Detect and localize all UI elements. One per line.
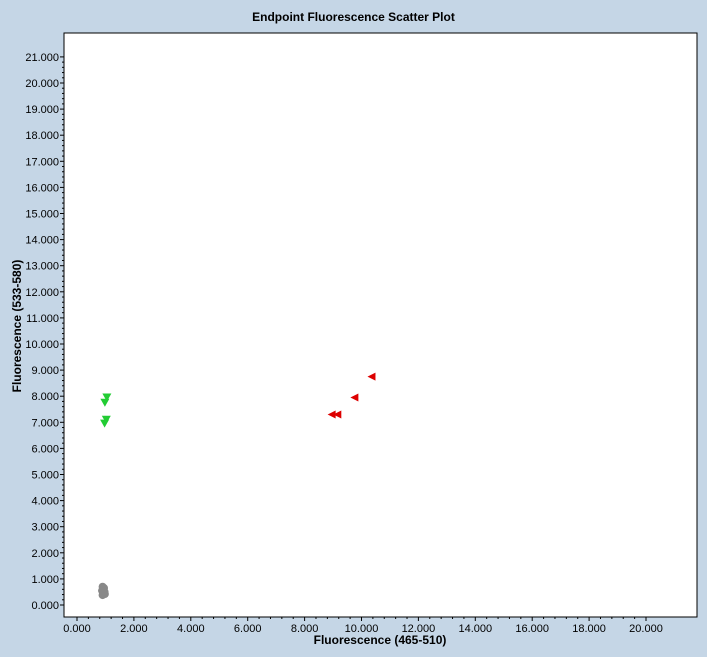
x-tick-label: 6.000 — [234, 623, 262, 635]
y-tick-label: 16.000 — [25, 182, 59, 194]
y-tick-label: 3.000 — [31, 522, 59, 534]
x-tick-label: 4.000 — [177, 623, 205, 635]
plot-area — [63, 32, 698, 618]
x-tick-label: 0.000 — [63, 623, 91, 635]
y-tick-label: 14.000 — [25, 235, 59, 247]
y-tick-label: 20.000 — [25, 78, 59, 90]
y-tick-label: 7.000 — [31, 417, 59, 429]
y-tick-label: 10.000 — [25, 339, 59, 351]
y-tick-label: 21.000 — [25, 52, 59, 64]
y-tick-label: 4.000 — [31, 496, 59, 508]
data-point-green — [102, 393, 112, 402]
y-tick-label: 6.000 — [31, 443, 59, 455]
x-tick-label: 10.000 — [345, 623, 379, 635]
y-axis: 0.000 1.000 2.000 3.000 4.000 5.000 6.000 7.000… — [25, 52, 64, 612]
x-tick-label: 2.000 — [120, 623, 148, 635]
y-tick-label: 17.000 — [25, 156, 59, 168]
x-tick-label: 18.000 — [572, 623, 606, 635]
data-point-red — [327, 410, 336, 419]
y-tick-label: 18.000 — [25, 130, 59, 142]
data-points — [98, 372, 376, 600]
data-point-green — [100, 398, 110, 407]
y-tick-label: 1.000 — [31, 574, 59, 586]
x-tick-label: 12.000 — [402, 623, 436, 635]
y-tick-label: 5.000 — [31, 470, 59, 482]
y-tick-label: 9.000 — [31, 365, 59, 377]
y-tick-label: 0.000 — [31, 600, 59, 612]
y-axis-title: Fluorescence (533-580) — [10, 260, 24, 393]
data-point-red — [333, 410, 342, 419]
data-point-red — [350, 393, 359, 402]
y-tick-label: 2.000 — [31, 548, 59, 560]
data-point-red — [367, 372, 376, 381]
x-tick-label: 20.000 — [629, 623, 663, 635]
x-tick-label: 14.000 — [458, 623, 492, 635]
y-tick-label: 13.000 — [25, 261, 59, 273]
y-tick-label: 15.000 — [25, 209, 59, 221]
x-tick-label: 16.000 — [515, 623, 549, 635]
y-tick-label: 11.000 — [26, 313, 59, 325]
y-tick-label: 19.000 — [25, 104, 59, 116]
y-tick-label: 12.000 — [25, 287, 59, 299]
data-point-gray — [98, 591, 107, 600]
chart-title: Endpoint Fluorescence Scatter Plot — [252, 10, 455, 24]
x-axis-title: Fluorescence (465-510) — [314, 633, 447, 647]
data-point-green — [100, 419, 110, 428]
x-tick-label: 8.000 — [291, 623, 319, 635]
y-tick-label: 8.000 — [31, 391, 59, 403]
x-axis: 0.000 2.000 4.000 6.000 8.000 10.000 12.000 14.… — [63, 617, 663, 635]
